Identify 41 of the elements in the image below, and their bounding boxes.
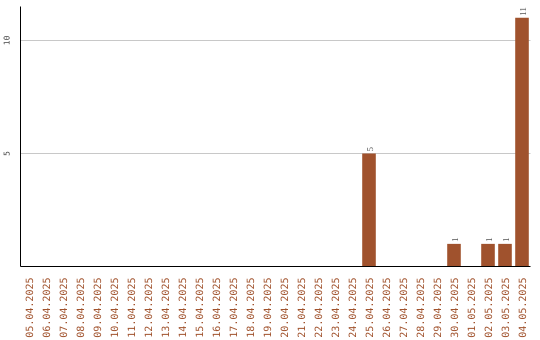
y-tick-label: 10 <box>2 35 12 46</box>
data-label: 1 <box>501 237 511 242</box>
x-tick-label: 07.04.2025 <box>59 277 70 338</box>
x-tick-label: 25.04.2025 <box>365 277 376 338</box>
x-tick-label: 05.04.2025 <box>25 277 36 338</box>
x-tick-label: 11.04.2025 <box>127 277 138 338</box>
data-label: 5 <box>365 146 375 152</box>
x-tick-label: 26.04.2025 <box>382 277 393 338</box>
bar <box>447 244 461 266</box>
x-tick-label: 29.04.2025 <box>433 277 444 338</box>
bar <box>481 244 495 266</box>
x-tick-label: 02.05.2025 <box>484 277 495 338</box>
x-tick-label: 12.04.2025 <box>144 277 155 338</box>
x-tick-label: 03.05.2025 <box>501 277 512 338</box>
data-label: 1 <box>484 237 494 242</box>
x-tick-label: 08.04.2025 <box>76 277 87 338</box>
x-tick-label: 18.04.2025 <box>246 277 257 338</box>
x-tick-label: 14.04.2025 <box>178 277 189 338</box>
bar <box>362 153 376 266</box>
x-tick-label: 27.04.2025 <box>399 277 410 338</box>
x-tick-label: 06.04.2025 <box>42 277 53 338</box>
x-tick-label: 13.04.2025 <box>161 277 172 338</box>
x-tick-label: 15.04.2025 <box>195 277 206 338</box>
x-tick-label: 19.04.2025 <box>263 277 274 338</box>
bar <box>498 244 512 266</box>
x-tick-label: 28.04.2025 <box>416 277 427 338</box>
x-tick-label: 21.04.2025 <box>297 277 308 338</box>
x-tick-label: 09.04.2025 <box>93 277 104 338</box>
x-tick-label: 17.04.2025 <box>229 277 240 338</box>
x-tick-label: 16.04.2025 <box>212 277 223 338</box>
x-tick-label: 23.04.2025 <box>331 277 342 338</box>
bar <box>515 18 529 266</box>
x-tick-label: 24.04.2025 <box>348 277 359 338</box>
x-tick-label: 20.04.2025 <box>280 277 291 338</box>
x-tick-label: 22.04.2025 <box>314 277 325 338</box>
x-tick-label: 10.04.2025 <box>110 277 121 338</box>
x-tick-label: 30.04.2025 <box>450 277 461 338</box>
data-label: 11 <box>518 7 528 16</box>
data-label: 1 <box>450 237 460 242</box>
x-tick-label: 01.05.2025 <box>467 277 478 338</box>
x-tick-label: 04.05.2025 <box>518 277 529 338</box>
